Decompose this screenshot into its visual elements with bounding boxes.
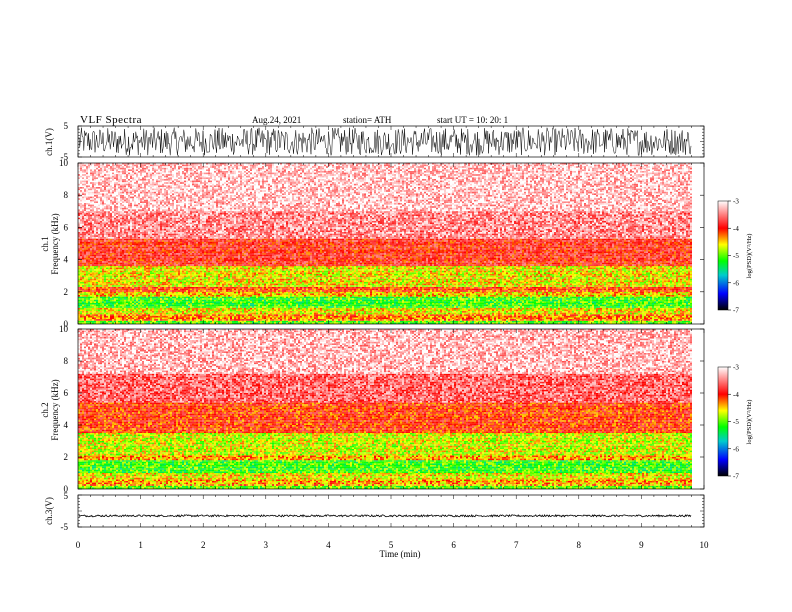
colorbar-tick-label: -6: [733, 279, 739, 287]
spectrogram-band: [78, 433, 692, 455]
ch3-ytick-bottom: -5: [61, 522, 69, 532]
ytick-label: 6: [64, 388, 69, 398]
spectrogram-band: [78, 314, 692, 320]
ch1-waveform-ylabel: ch.1(V): [44, 128, 54, 156]
colorbar-tick-label: -3: [733, 364, 739, 372]
ytick-label: 8: [64, 356, 69, 366]
ch2-spectrogram-ylabel-frequency: Frequency (kHz): [50, 379, 60, 440]
ch3-ytick-top: 5: [64, 491, 69, 501]
station-label: station= ATH: [343, 115, 392, 125]
ch3-waveform-trace: [79, 515, 691, 517]
spectrogram-band: [78, 455, 692, 460]
spectrogram-band: [78, 321, 692, 324]
xtick-label: 7: [514, 540, 519, 550]
colorbar-tick-label: -7: [733, 473, 739, 481]
x-axis-label: Time (min): [380, 549, 421, 559]
colorbar-tick-label: -5: [733, 252, 739, 260]
ytick-label: 10: [59, 324, 69, 334]
spectrogram-band: [78, 403, 692, 433]
xtick-label: 10: [700, 540, 710, 550]
ytick-label: 8: [64, 190, 69, 200]
ch1-spectrogram-ylabel-frequency: Frequency (kHz): [50, 213, 60, 274]
ch2-colorbar-label: log(PSD)(V²/Hz): [746, 400, 753, 445]
ch1-spectrogram-ylabel-channel: ch.1: [40, 236, 50, 251]
spectrogram-band: [78, 486, 692, 489]
spectrogram-band: [78, 239, 692, 266]
ch2-colorbar-ticks: -3 -4 -5 -6 -7: [728, 364, 739, 481]
start-time-label: start UT = 10: 20: 1: [437, 115, 508, 125]
ytick-label: 10: [59, 158, 69, 168]
ytick-label: 4: [64, 420, 69, 430]
ch1-colorbar-label: log(PSD)(V²/Hz): [746, 234, 753, 279]
spectrogram-band: [78, 473, 692, 479]
colorbar-tick-label: -6: [733, 445, 739, 453]
ch1-waveform-panel: 5 -5 ch.1(V): [44, 121, 704, 162]
xtick-label: 2: [201, 540, 206, 550]
xtick-label: 3: [264, 540, 269, 550]
ytick-label: 2: [64, 287, 69, 297]
spectrogram-band: [78, 308, 692, 314]
colorbar-tick-label: -3: [733, 198, 739, 206]
ch3-waveform-frame: [78, 495, 704, 527]
ch1-colorbar-scale: [718, 201, 728, 310]
ytick-label: 6: [64, 222, 69, 232]
ch3-waveform-ylabel: ch.3(V): [44, 497, 54, 525]
spectrogram-band: [78, 211, 692, 238]
xtick-label: 0: [76, 540, 81, 550]
spectrogram-band: [78, 297, 692, 308]
ch2-colorbar-scale: [718, 367, 728, 476]
spectrogram-band: [78, 266, 692, 287]
ch1-colorbar-ticks: -3 -4 -5 -6 -7: [728, 198, 739, 315]
ch1-colorbar: -3 -4 -5 -6 -7 log(PSD)(V²/Hz): [718, 198, 753, 315]
ch2-spectrogram-image: [78, 329, 692, 489]
ytick-label: 2: [64, 452, 69, 462]
ch1-ytick-top: 5: [64, 121, 69, 131]
spectrogram-band: [78, 460, 692, 473]
spectrogram-band: [78, 287, 692, 292]
xtick-label: 4: [326, 540, 331, 550]
xtick-label: 8: [577, 540, 582, 550]
date-label: Aug.24, 2021: [252, 115, 301, 125]
ch1-waveform-frame: [78, 126, 704, 157]
colorbar-tick-label: -7: [733, 307, 739, 315]
spectrogram-band: [78, 292, 692, 297]
ytick-label: 4: [64, 255, 69, 265]
ch2-colorbar: -3 -4 -5 -6 -7 log(PSD)(V²/Hz): [718, 364, 753, 481]
spectrogram-band: [78, 329, 692, 374]
colorbar-tick-label: -4: [733, 391, 739, 399]
colorbar-tick-label: -4: [733, 225, 739, 233]
figure-title: VLF Spectra: [80, 114, 142, 126]
ch1-waveform-trace: [79, 128, 691, 156]
spectrogram-band: [78, 374, 692, 403]
ch2-spectrogram-ylabel-channel: ch.2: [40, 402, 50, 417]
xtick-label: 6: [451, 540, 456, 550]
spectrogram-band: [78, 479, 692, 485]
ch3-waveform-panel: 5 -5 ch.3(V): [44, 491, 704, 532]
xtick-label: 9: [639, 540, 644, 550]
colorbar-tick-label: -5: [733, 418, 739, 426]
xtick-label: 1: [138, 540, 143, 550]
